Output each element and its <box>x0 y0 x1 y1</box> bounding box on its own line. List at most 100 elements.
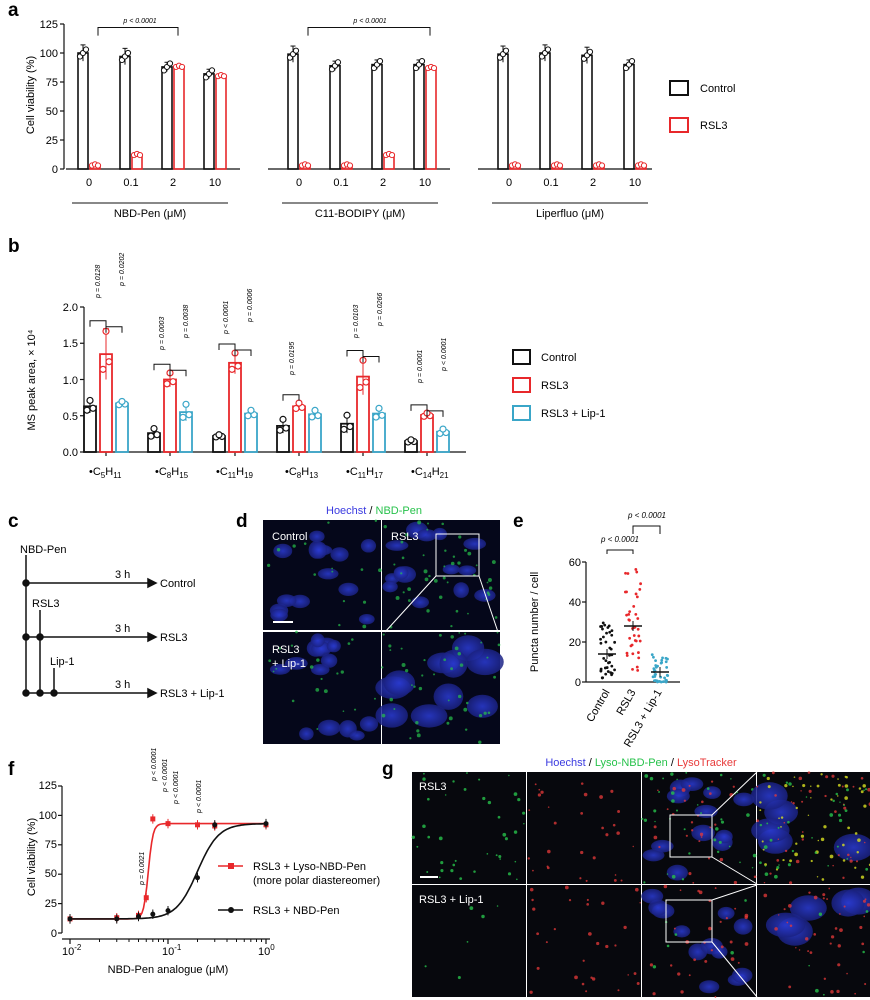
panel-b-point <box>247 406 255 414</box>
green-puncta <box>454 646 459 651</box>
panel-b-point <box>86 396 94 405</box>
red-puncta <box>528 809 531 811</box>
red-puncta <box>669 964 673 967</box>
panel-e-ytick: 0 <box>575 677 581 689</box>
red-puncta <box>850 856 852 859</box>
green-puncta <box>846 788 849 792</box>
panel-f-legend-label: RSL3 + Lyso-NBD-Pen <box>253 861 366 873</box>
panel-f-pval: p < 0.0001 <box>151 748 158 782</box>
green-puncta <box>792 785 794 788</box>
panel-a-point-rsl3 <box>220 73 228 80</box>
red-puncta <box>616 831 620 835</box>
red-puncta <box>553 821 557 825</box>
panel-e-point <box>654 664 658 667</box>
panel-e-point <box>639 582 642 586</box>
green-puncta <box>336 672 339 675</box>
panel-b-bracket <box>410 404 428 411</box>
red-puncta <box>825 775 829 779</box>
panel-f-legend-label: RSL3 + NBD-Pen <box>253 905 340 917</box>
red-puncta <box>586 898 589 902</box>
green-puncta <box>487 711 491 715</box>
panel-c-dot <box>36 633 44 641</box>
red-puncta <box>822 897 825 900</box>
green-puncta <box>275 667 278 670</box>
red-puncta <box>677 972 681 976</box>
red-puncta <box>784 849 788 853</box>
panel-letter-f: f <box>8 759 15 780</box>
red-puncta <box>836 989 840 994</box>
panel-a-point-rsl3 <box>430 64 438 72</box>
panel-b-point <box>276 426 284 434</box>
green-puncta <box>815 988 819 993</box>
green-puncta <box>424 577 429 582</box>
red-puncta <box>537 793 542 797</box>
green-puncta <box>820 773 823 776</box>
panel-b-point <box>118 397 126 406</box>
green-puncta <box>865 788 868 791</box>
green-puncta <box>832 799 835 803</box>
red-puncta <box>753 875 757 879</box>
panel-a-point-control <box>376 58 384 65</box>
green-puncta <box>865 867 869 871</box>
panel-e-point <box>599 669 603 673</box>
panel-a-point-rsl3 <box>346 162 354 169</box>
red-puncta <box>529 990 533 994</box>
red-puncta <box>719 857 724 862</box>
panel-e-point <box>664 680 668 684</box>
green-puncta <box>448 716 453 721</box>
nucleus <box>284 657 308 670</box>
nucleus <box>733 792 755 807</box>
panel-a-group-label: Liperfluo (μM) <box>536 208 604 220</box>
panel-b-legend-swatch-lip1 <box>512 405 531 421</box>
red-puncta <box>824 794 827 798</box>
nucleus <box>731 967 753 983</box>
panel-f-point-nbdpen <box>67 916 73 922</box>
green-puncta <box>728 845 731 848</box>
red-puncta <box>709 826 712 829</box>
red-puncta <box>830 990 834 994</box>
nucleus <box>320 653 338 668</box>
panel-e-point <box>604 640 608 644</box>
red-puncta <box>532 869 534 872</box>
panel-e-point <box>636 668 640 672</box>
panel-b-bracket <box>282 394 300 401</box>
red-puncta <box>830 935 835 939</box>
green-puncta <box>788 782 792 786</box>
red-puncta <box>605 944 609 949</box>
green-puncta <box>438 633 442 637</box>
panel-e-point <box>635 570 639 574</box>
red-puncta <box>774 927 778 931</box>
panel-f-point-lyso <box>150 816 156 822</box>
green-puncta <box>486 656 489 659</box>
red-puncta <box>734 907 737 910</box>
panel-f-point-nbdpen <box>114 916 120 922</box>
panel-c-end-label: RSL3 <box>160 632 188 644</box>
panel-e-point <box>653 679 656 683</box>
green-puncta <box>759 809 762 812</box>
red-puncta <box>843 806 847 810</box>
panel-b-category: •C11H17 <box>346 466 384 480</box>
green-puncta <box>643 881 646 884</box>
green-puncta <box>381 713 386 718</box>
panel-a-point-control <box>418 58 426 65</box>
red-puncta <box>574 975 578 980</box>
green-puncta <box>789 859 793 863</box>
red-puncta <box>683 799 686 802</box>
panel-e-point <box>634 592 638 596</box>
green-puncta <box>417 520 422 525</box>
panel-f-point-lyso <box>195 822 201 828</box>
green-puncta <box>487 593 491 596</box>
panel-e-point <box>625 590 628 594</box>
nucleus <box>349 730 365 741</box>
green-puncta <box>401 662 406 667</box>
panel-c-dot <box>22 633 30 641</box>
panel-e-point <box>664 660 668 664</box>
panel-f-curve-lyso <box>70 822 266 920</box>
green-puncta <box>467 551 472 556</box>
green-puncta <box>810 859 813 863</box>
panel-letter-d: d <box>236 511 248 532</box>
red-puncta <box>832 864 834 867</box>
panel-g-label: RSL3 <box>419 781 447 793</box>
green-puncta <box>433 673 435 676</box>
